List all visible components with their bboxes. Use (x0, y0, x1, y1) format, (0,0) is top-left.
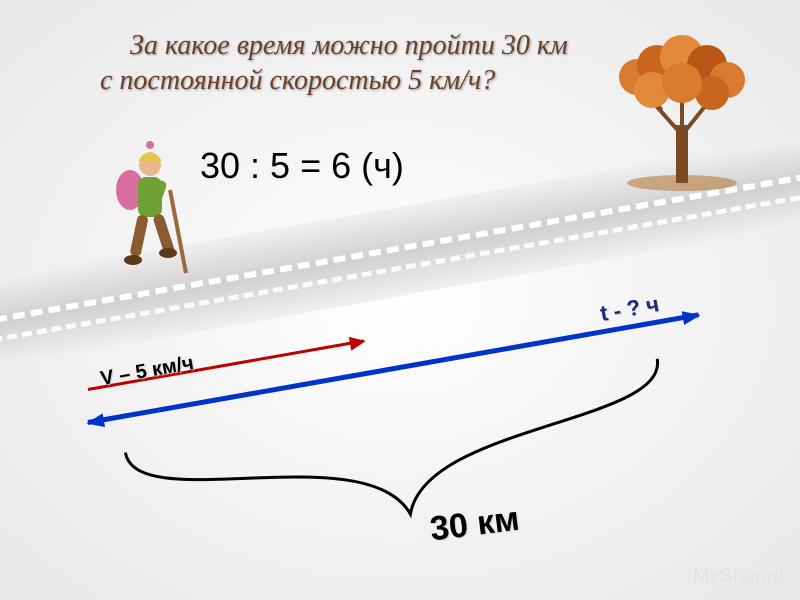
watermark: MyShared (693, 565, 784, 588)
velocity-label: V – 5 км/ч (99, 352, 196, 391)
hiker-illustration (108, 135, 198, 285)
title-line-1: За какое время можно пройти 30 км (100, 28, 660, 63)
solution-equation: 30 : 5 = 6 (ч) (200, 145, 404, 187)
problem-title: За какое время можно пройти 30 км с пост… (100, 28, 660, 98)
title-line-2: с постоянной скоростью 5 км/ч? (100, 63, 660, 98)
